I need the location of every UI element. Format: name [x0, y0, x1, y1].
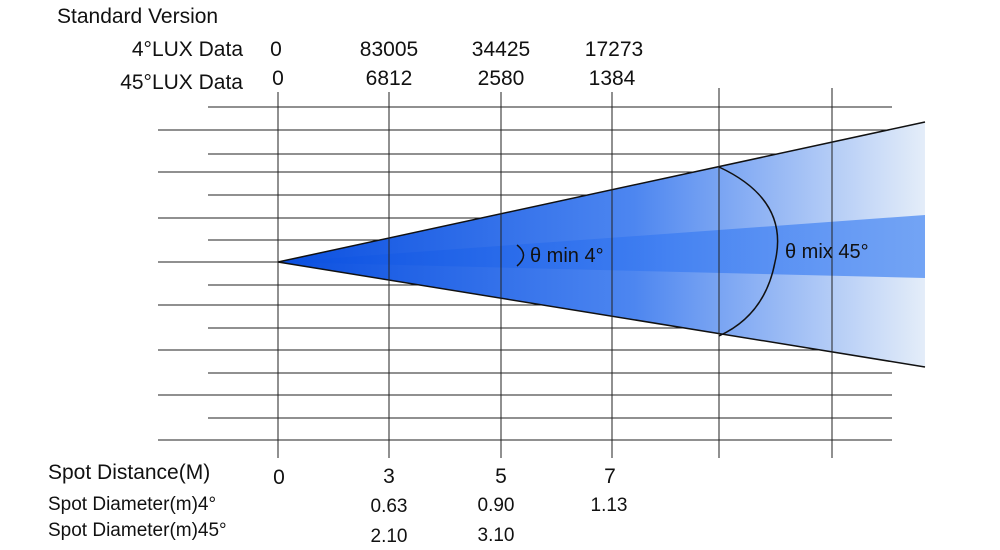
lux4-value: 34425: [472, 38, 530, 61]
lux45-value: 6812: [366, 67, 413, 90]
wide-angle-arc: [718, 166, 779, 337]
title-standard-version: Standard Version: [57, 5, 218, 28]
spot-diameter45-row-label: Spot Diameter(m)45°: [48, 520, 227, 541]
spot-diameter4-value: 0.63: [371, 496, 408, 517]
lux4-row-label: 4°LUX Data: [132, 38, 243, 61]
wide-beam-lower-edge: [277, 261, 926, 368]
lux4-value: 17273: [585, 38, 643, 61]
lux4-value: 83005: [360, 38, 418, 61]
wide-angle-label: θ mix 45°: [785, 241, 869, 263]
spot-diameter4-value: 0.90: [478, 495, 515, 516]
spot-distance-row-label: Spot Distance(M): [48, 461, 210, 484]
spot-distance-value: 3: [383, 465, 395, 488]
spot-distance-value: 0: [273, 466, 285, 489]
spot-distance-value: 7: [604, 465, 616, 488]
lux45-value: 1384: [589, 67, 636, 90]
narrow-beam-cone: [278, 215, 925, 278]
grid-vertical-lines: [277, 88, 833, 458]
wide-beam-upper-edge: [277, 121, 926, 263]
spot-diameter4-row-label: Spot Diameter(m)4°: [48, 494, 216, 515]
narrow-angle-arc: [516, 244, 525, 267]
spot-diameter45-value: 2.10: [371, 526, 408, 547]
lux4-value: 0: [270, 38, 282, 61]
lux45-value: 0: [272, 67, 284, 90]
spot-distance-value: 5: [495, 465, 507, 488]
lux45-value: 2580: [478, 67, 525, 90]
spot-diameter45-value: 3.10: [478, 525, 515, 546]
narrow-angle-label: θ min 4°: [530, 245, 604, 267]
lux45-row-label: 45°LUX Data: [120, 71, 243, 94]
spot-diameter4-value: 1.13: [591, 495, 628, 516]
